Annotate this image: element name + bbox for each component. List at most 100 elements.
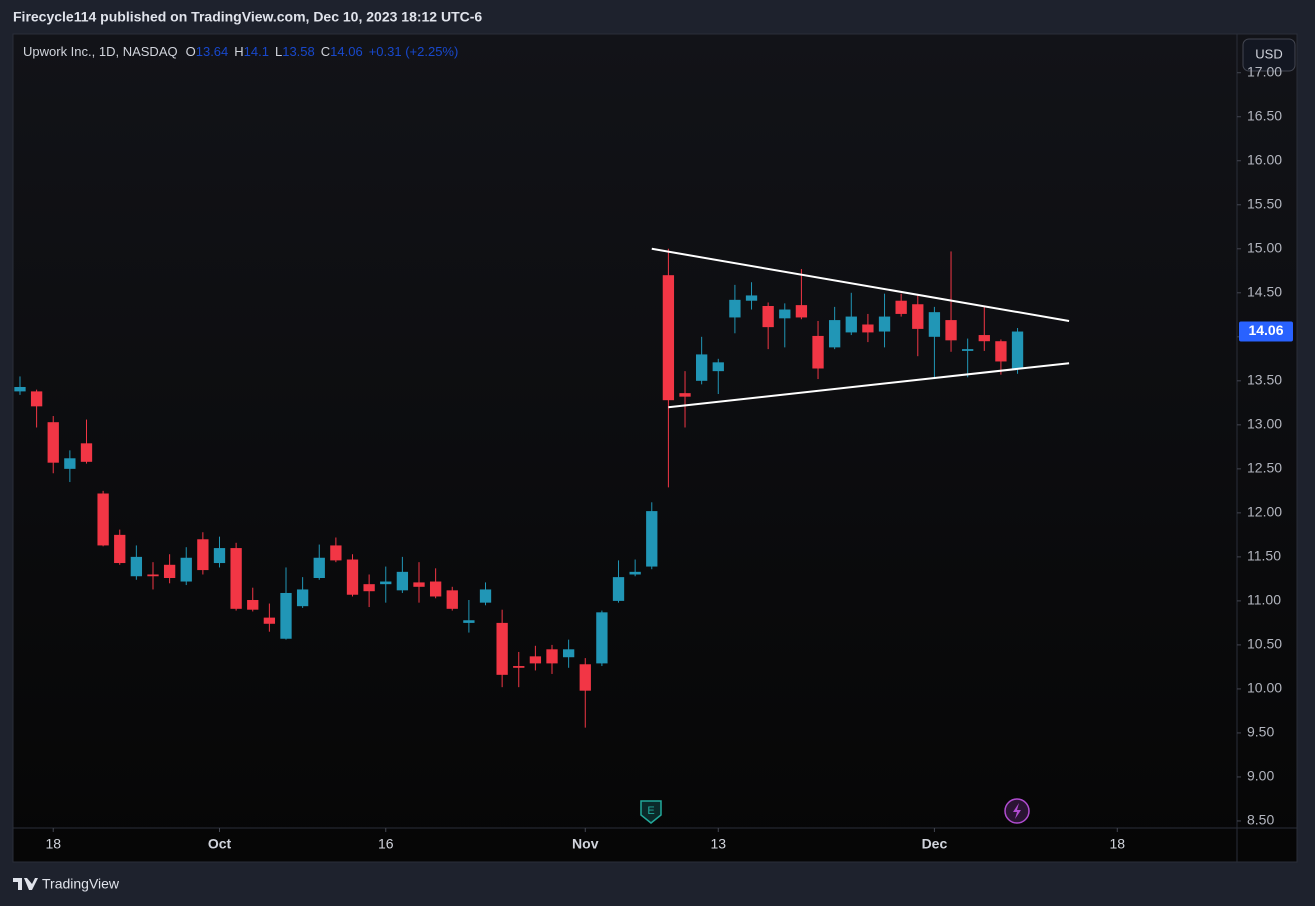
candle-body bbox=[662, 275, 675, 401]
candle-body bbox=[114, 534, 126, 564]
candle-body bbox=[978, 335, 990, 342]
candle-body bbox=[296, 589, 309, 607]
y-tick-label: 10.50 bbox=[1247, 636, 1282, 652]
svg-text:E: E bbox=[647, 805, 654, 817]
candle-body bbox=[230, 548, 242, 609]
candle-body bbox=[463, 620, 475, 623]
y-tick-label: 14.50 bbox=[1247, 284, 1282, 300]
earnings-icon: E bbox=[640, 800, 662, 824]
candle-body bbox=[712, 362, 724, 372]
candle-body bbox=[862, 324, 874, 333]
header-part: 13.64 bbox=[196, 44, 229, 59]
candle-body bbox=[612, 577, 625, 601]
brand-logo bbox=[13, 878, 38, 890]
x-tick-label: Oct bbox=[208, 836, 232, 852]
candle-body bbox=[962, 349, 974, 351]
candle-body bbox=[130, 556, 143, 577]
candle-body bbox=[280, 592, 292, 639]
y-tick-label: 13.00 bbox=[1247, 416, 1282, 432]
trendline bbox=[651, 247, 1070, 322]
candle-body bbox=[745, 295, 758, 301]
y-tick-label: 12.00 bbox=[1247, 504, 1282, 520]
candle-body bbox=[629, 571, 641, 575]
y-tick-label: 9.50 bbox=[1247, 724, 1274, 740]
candle-body bbox=[679, 393, 691, 397]
candle-body bbox=[729, 299, 741, 318]
candle-body bbox=[546, 649, 558, 664]
chart-panel bbox=[12, 33, 1298, 863]
currency-button[interactable] bbox=[1242, 38, 1296, 72]
candle-body bbox=[496, 622, 508, 675]
y-tick-label: 11.00 bbox=[1247, 592, 1281, 608]
last-price-box bbox=[1239, 321, 1293, 342]
header-part: L bbox=[275, 44, 282, 59]
candle-body bbox=[213, 548, 226, 564]
y-tick-label: 8.50 bbox=[1247, 812, 1274, 828]
trendline bbox=[668, 362, 1070, 409]
y-tick-label: 12.50 bbox=[1247, 460, 1282, 476]
x-tick-label: 13 bbox=[710, 836, 726, 852]
candle-body bbox=[147, 574, 159, 577]
x-tick-label: 18 bbox=[1110, 836, 1126, 852]
candle-body bbox=[995, 341, 1007, 362]
x-tick-label: 16 bbox=[378, 836, 394, 852]
y-tick-label: 11.50 bbox=[1247, 548, 1281, 564]
candle-body bbox=[363, 584, 375, 592]
y-tick-label: 15.50 bbox=[1247, 195, 1282, 211]
candle-body bbox=[413, 582, 425, 587]
candle-body bbox=[30, 391, 43, 407]
candle-body bbox=[779, 309, 791, 319]
candle-body bbox=[529, 656, 542, 664]
candle-body bbox=[562, 649, 575, 658]
candle-body bbox=[945, 320, 957, 341]
event-icon bbox=[1004, 798, 1030, 824]
brand: TradingView bbox=[42, 876, 120, 892]
header-part: 14.06 bbox=[330, 44, 363, 59]
candle-body bbox=[646, 511, 658, 567]
y-tick-label: 16.50 bbox=[1247, 107, 1282, 123]
candle-body bbox=[829, 320, 841, 348]
candle-body bbox=[263, 617, 276, 624]
candle-body bbox=[912, 304, 924, 329]
candle-body bbox=[513, 666, 525, 668]
plot bbox=[14, 247, 1070, 728]
y-tick-label: 13.50 bbox=[1247, 372, 1282, 388]
candle-body bbox=[878, 316, 891, 332]
header-part: C bbox=[321, 44, 330, 59]
candle-body bbox=[64, 458, 76, 469]
candle-body bbox=[762, 306, 774, 328]
header-part: +0.31 (+2.25%) bbox=[369, 44, 459, 59]
x-tick-label: Dec bbox=[922, 836, 948, 852]
y-tick-label: 15.00 bbox=[1247, 239, 1282, 255]
currency: USD bbox=[1255, 46, 1282, 61]
candle-body bbox=[596, 612, 608, 664]
candle-body bbox=[429, 581, 442, 597]
candle-body bbox=[895, 300, 907, 314]
candle-body bbox=[330, 545, 342, 561]
candle-body bbox=[197, 539, 209, 571]
candle-body bbox=[14, 386, 26, 392]
candle-body bbox=[346, 559, 359, 595]
header-part: Upwork Inc., 1D, NASDAQ bbox=[23, 44, 178, 59]
candle-body bbox=[396, 571, 409, 591]
candle-body bbox=[479, 589, 492, 603]
header-part: O bbox=[186, 44, 196, 59]
y-tick-label: 9.00 bbox=[1247, 768, 1274, 784]
candle-body bbox=[928, 312, 941, 337]
x-tick-label: Nov bbox=[572, 836, 599, 852]
candle-body bbox=[97, 493, 109, 546]
candle-body bbox=[795, 305, 808, 318]
y-tick-label: 16.00 bbox=[1247, 151, 1282, 167]
candle-body bbox=[163, 564, 176, 579]
last-price-label: 14.06 bbox=[1248, 322, 1283, 338]
candle-body bbox=[80, 443, 93, 462]
candle-body bbox=[845, 316, 857, 333]
candle-body bbox=[446, 590, 458, 609]
symbol-header: Upwork Inc., 1D, NASDAQ O13.64 H14.1 L13.58… bbox=[23, 44, 458, 59]
candle-body bbox=[247, 600, 259, 610]
publisher: Firecycle114 published on TradingView.co… bbox=[13, 9, 482, 25]
candle-body bbox=[695, 354, 708, 381]
header-part: 13.58 bbox=[282, 44, 315, 59]
y-tick-label: 10.00 bbox=[1247, 680, 1282, 696]
